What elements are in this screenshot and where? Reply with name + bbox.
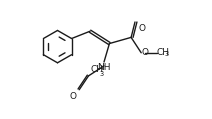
Text: CH: CH <box>157 47 170 57</box>
Text: 3: 3 <box>164 51 168 57</box>
Text: CH: CH <box>91 65 104 74</box>
Text: O: O <box>142 47 149 57</box>
Text: O: O <box>69 92 76 101</box>
Text: O: O <box>139 24 146 32</box>
Text: NH: NH <box>97 63 111 72</box>
Text: 3: 3 <box>99 71 103 77</box>
